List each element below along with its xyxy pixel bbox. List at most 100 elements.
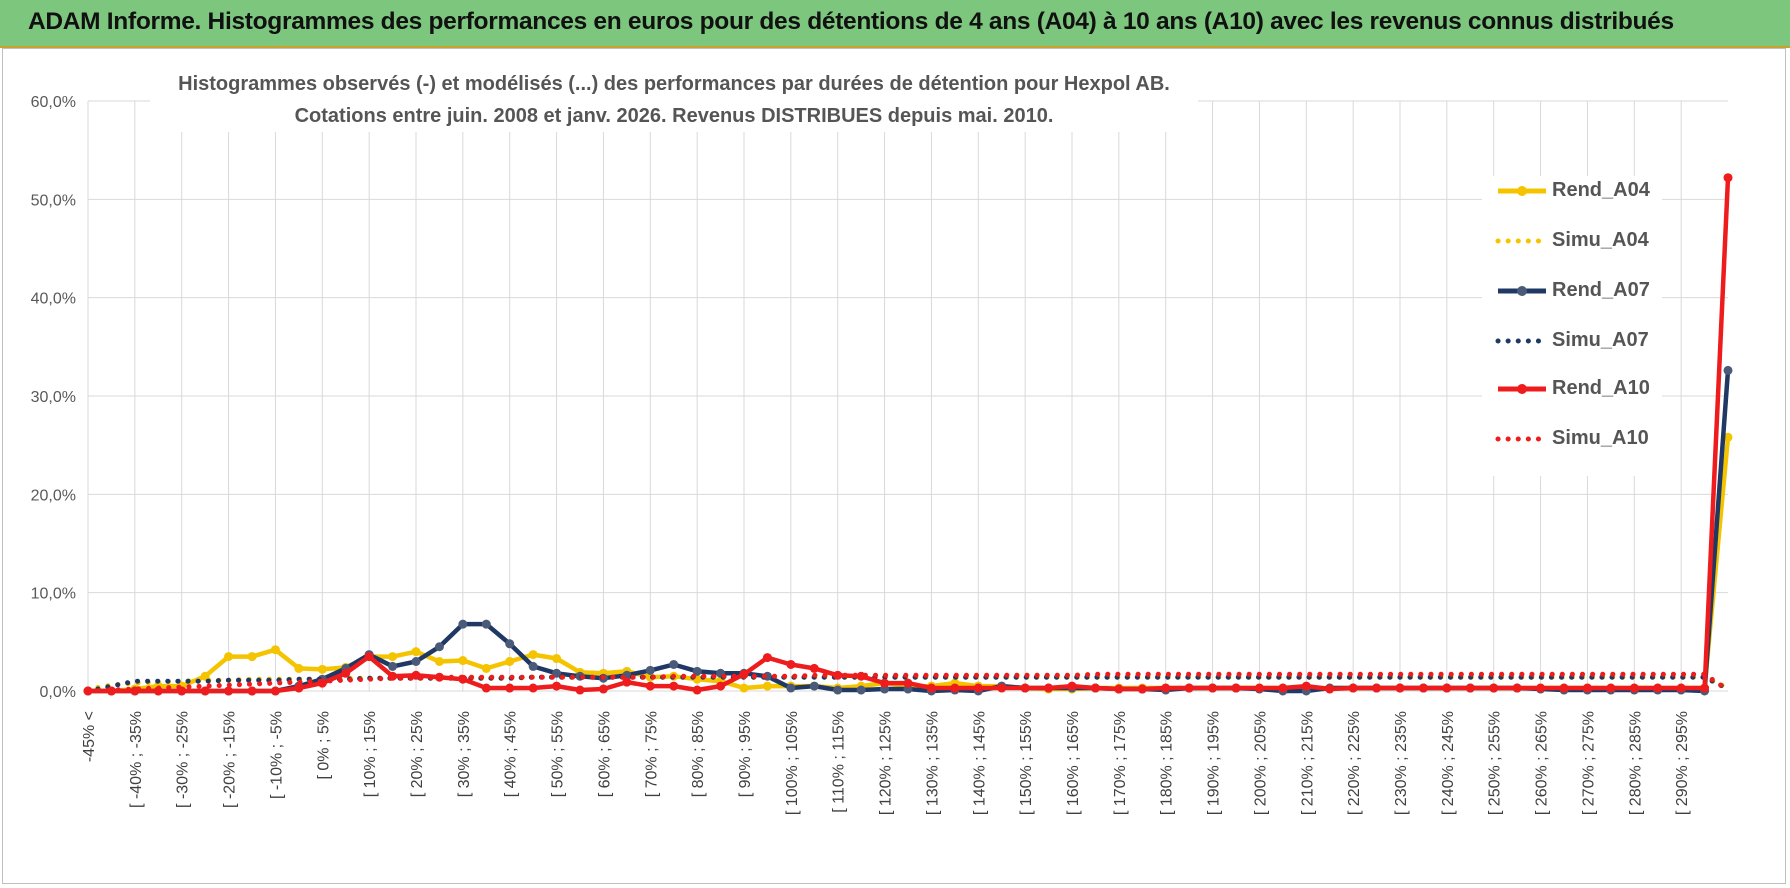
data-point-rend-a07 [669,659,679,669]
chart-legend: Rend_A04 Simu_A04 Rend_A07 Simu_A07 Rend… [1482,176,1662,476]
x-tick-label: [ 70% ; 75% [643,711,660,797]
data-point-rend-a10 [1254,683,1264,693]
data-point-rend-a04 [294,663,304,673]
data-point-rend-a10 [950,683,960,693]
data-point-rend-a10 [341,668,351,678]
data-point-rend-a04 [411,647,421,657]
data-point-rend-a10 [552,681,562,691]
data-point-rend-a07 [505,639,515,649]
legend-item-simu-a04: Simu_A04 [1482,226,1662,256]
data-point-rend-a10 [786,659,796,669]
data-point-rend-a10 [645,681,655,691]
data-point-rend-a10 [1372,683,1382,693]
data-point-rend-a10 [1582,683,1592,693]
x-tick-label: [ 250% ; 255% [1487,711,1504,815]
data-point-rend-a10 [903,678,913,688]
legend-item-rend-a04: Rend_A04 [1482,176,1662,206]
x-tick-label: [ 230% ; 235% [1393,711,1410,815]
data-point-rend-a04 [458,656,468,666]
legend-label: Rend_A07 [1552,279,1650,301]
data-point-rend-a07 [458,619,468,629]
report-title: ADAM Informe. Histogrammes des performan… [28,8,1674,35]
x-tick-label: [ 60% ; 65% [596,711,613,797]
data-point-rend-a04 [434,657,444,666]
data-point-rend-a10 [1278,683,1288,693]
data-point-rend-a10 [1606,683,1616,693]
data-point-rend-a10 [528,683,538,693]
x-tick-label: [ 270% ; 275% [1580,711,1597,815]
data-point-rend-a10 [762,653,772,663]
data-point-rend-a04 [1723,432,1733,442]
legend-item-simu-a10: Simu_A10 [1482,424,1662,454]
data-point-rend-a10 [575,685,585,695]
x-tick-label: [ 210% ; 215% [1299,711,1316,815]
data-point-rend-a04 [739,683,749,693]
data-point-rend-a04 [270,645,280,655]
data-point-rend-a10 [669,681,679,691]
data-point-rend-a10 [1325,684,1335,694]
y-tick-label: 20,0% [31,487,76,504]
y-tick-label: 30,0% [31,389,76,406]
data-point-rend-a10 [1161,683,1171,693]
data-point-rend-a07 [786,683,796,693]
legend-swatch-simu-a04 [1495,238,1549,244]
data-point-rend-a10 [598,684,608,694]
data-point-rend-a07 [856,685,866,695]
data-point-rend-a07 [411,657,421,666]
x-tick-label: [ 200% ; 205% [1252,711,1269,815]
chart-title-line2: Cotations entre juin. 2008 et janv. 2026… [294,105,1054,127]
data-point-rend-a07 [528,661,538,671]
data-point-rend-a10 [1489,683,1499,693]
data-point-rend-a10 [224,686,234,696]
report-banner: ADAM Informe. Histogrammes des performan… [0,0,1790,48]
data-point-rend-a10 [1067,681,1077,691]
data-point-rend-a10 [926,683,936,693]
x-tick-label: [ 30% ; 35% [456,711,473,797]
y-tick-label: 40,0% [31,291,76,308]
legend-label: Rend_A10 [1552,377,1650,399]
y-tick-label: 60,0% [31,94,76,111]
x-tick-label: [ 240% ; 245% [1440,711,1457,815]
x-tick-label: [ 120% ; 125% [878,711,895,815]
x-tick-label: [ 100% ; 105% [784,711,801,815]
legend-swatch-simu-a07 [1495,338,1549,344]
data-point-rend-a10 [1184,683,1194,693]
data-point-rend-a10 [1348,683,1358,693]
data-point-rend-a07 [388,661,398,671]
data-point-rend-a04 [762,681,772,691]
x-tick-label: [ 290% ; 295% [1674,711,1691,815]
data-point-rend-a07 [552,668,562,678]
data-point-rend-a10 [622,677,632,687]
data-point-rend-a07 [809,681,819,691]
x-tick-label: [ 260% ; 265% [1534,711,1551,815]
data-point-rend-a10 [1442,683,1452,693]
chart-frame [2,48,1786,884]
x-tick-label: [ -40% ; -35% [128,711,145,808]
x-tick-label: [ 190% ; 195% [1206,711,1223,815]
data-point-rend-a04 [528,650,538,660]
data-point-rend-a10 [1137,684,1147,694]
data-point-rend-a10 [1208,683,1218,693]
x-tick-label: [ 90% ; 95% [737,711,754,797]
x-tick-label: [ 280% ; 285% [1627,711,1644,815]
x-tick-label: [ 20% ; 25% [409,711,426,797]
data-point-rend-a10 [1395,683,1405,693]
data-point-rend-a10 [1020,683,1030,693]
x-tick-label: [ 50% ; 55% [550,711,567,797]
data-point-rend-a04 [481,663,491,673]
legend-item-simu-a07: Simu_A07 [1482,326,1662,356]
y-tick-label: 0,0% [40,684,76,701]
legend-label: Simu_A07 [1552,329,1649,351]
legend-label: Simu_A10 [1552,427,1649,449]
data-point-rend-a10 [481,683,491,693]
x-tick-label: [ -10% ; -5% [268,711,285,799]
data-point-rend-a10 [1629,683,1639,693]
x-tick-label: [ 110% ; 115% [831,711,848,813]
data-point-rend-a10 [200,686,210,696]
data-point-rend-a04 [317,664,327,674]
data-point-rend-a04 [247,652,257,662]
data-point-rend-a10 [692,685,702,695]
data-point-rend-a07 [833,685,843,695]
series-line-simu-a10 [85,671,1731,694]
